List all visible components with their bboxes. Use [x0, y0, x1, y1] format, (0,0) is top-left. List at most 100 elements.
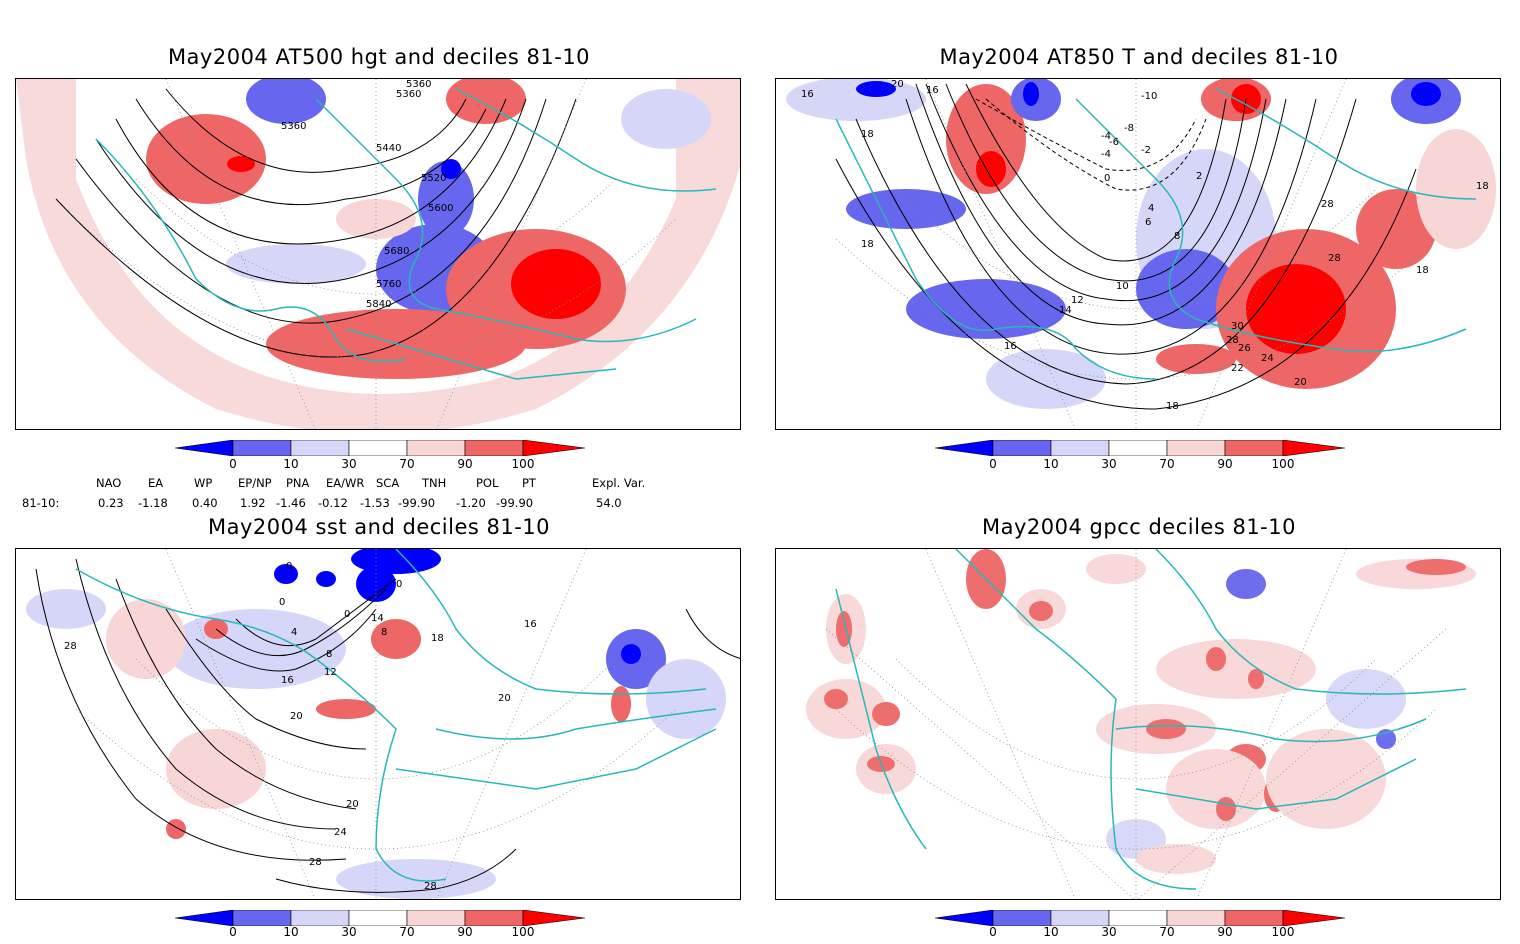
- contour-label: 28: [424, 881, 437, 892]
- contour-label: 26: [1238, 343, 1251, 354]
- index-header-pol: POL: [476, 476, 499, 490]
- index-value-sca: -1.53: [360, 496, 390, 510]
- contour-label: 5680: [384, 246, 409, 257]
- contour-label: 0: [344, 609, 350, 620]
- contour-label: 10: [1116, 281, 1129, 292]
- index-header-pna: PNA: [286, 476, 310, 490]
- contour-label: 5600: [428, 203, 453, 214]
- contour-label: 28: [1226, 335, 1239, 346]
- contour-label: 24: [1261, 353, 1274, 364]
- contour-label: 28: [64, 641, 77, 652]
- contour-label: 5360: [406, 79, 431, 90]
- contour-label: 18: [431, 633, 444, 644]
- contour-label: 5440: [376, 143, 401, 154]
- colorbar-label: 10: [1043, 457, 1059, 471]
- contour-label: 5360: [281, 121, 306, 132]
- map-sst: 0 0 0 0 4 8 12 16 20 20 24 28 28 28 16 2…: [15, 548, 741, 900]
- colorbar-bottom-right-ramp: [934, 909, 1346, 927]
- contour-label: 18: [861, 239, 874, 250]
- index-header-pt: PT: [522, 476, 536, 490]
- contour-label: 18: [1416, 265, 1429, 276]
- contour-label: 14: [1059, 305, 1072, 316]
- index-value-eawr: -0.12: [318, 496, 348, 510]
- colorbar-label: 10: [1043, 925, 1059, 939]
- colorbar-bottom-left: 0 10 30 70 90 100: [174, 909, 586, 944]
- contour-label: 20: [498, 693, 511, 704]
- index-header-wp: WP: [194, 476, 213, 490]
- contour-label: -10: [1141, 91, 1157, 102]
- index-header-expl-var: Expl. Var.: [592, 476, 646, 490]
- contour-label: 5360: [396, 89, 421, 100]
- contour-label: 18: [1166, 401, 1179, 412]
- contour-label: 16: [524, 619, 537, 630]
- colorbar-label: 70: [399, 925, 415, 939]
- contour-label: -4: [1101, 149, 1111, 160]
- contour-label: 5840: [366, 299, 391, 310]
- contour-label: 22: [1231, 363, 1244, 374]
- contour-label: 12: [324, 667, 337, 678]
- index-value-pol: -1.20: [456, 496, 486, 510]
- contour-label: 5760: [376, 279, 401, 290]
- contour-label: 6: [1145, 217, 1151, 228]
- contour-label: -6: [1109, 137, 1119, 148]
- map-gpcc-svg: [776, 549, 1500, 899]
- contour-label: 20: [1294, 377, 1307, 388]
- colorbar-label: 90: [1217, 925, 1233, 939]
- contour-label: 20: [290, 711, 303, 722]
- contour-label: 4: [1148, 203, 1154, 214]
- index-value-nao: 0.23: [98, 496, 124, 510]
- contour-label: 8: [381, 627, 387, 638]
- index-header-eawr: EA/WR: [326, 476, 365, 490]
- colorbar-label: 70: [1159, 457, 1175, 471]
- contour-label: -8: [1124, 123, 1134, 134]
- contour-label: 30: [1231, 321, 1244, 332]
- contour-label: 28: [309, 857, 322, 868]
- contour-label: 20: [346, 799, 359, 810]
- colorbar-label: 0: [989, 925, 997, 939]
- contour-label: 20: [891, 79, 904, 90]
- contour-label: 28: [1328, 253, 1341, 264]
- contour-label: 16: [1004, 341, 1017, 352]
- contour-label: 18: [1476, 181, 1489, 192]
- colorbar-top-right: 0 10 30 70 90 100: [934, 439, 1346, 474]
- contour-label: 8: [326, 649, 332, 660]
- contour-label: 5520: [421, 173, 446, 184]
- colorbar-label: 30: [341, 925, 357, 939]
- index-header-epnp: EP/NP: [238, 476, 272, 490]
- colorbar-label: 30: [1101, 925, 1117, 939]
- index-value-tnh: -99.90: [398, 496, 436, 510]
- index-header-nao: NAO: [96, 476, 122, 490]
- contour-label: 16: [281, 675, 294, 686]
- colorbar-label: 0: [989, 457, 997, 471]
- contour-label: -4: [1101, 131, 1111, 142]
- contour-label: 28: [1321, 199, 1334, 210]
- contour-label: 18: [861, 129, 874, 140]
- colorbar-label: 10: [283, 925, 299, 939]
- contour-label: 0: [286, 561, 292, 572]
- index-value-pna: -1.46: [276, 496, 306, 510]
- contour-label: 16: [926, 85, 939, 96]
- index-header-tnh: TNH: [422, 476, 447, 490]
- colorbar-top-right-ramp: [934, 439, 1346, 457]
- index-header-ea: EA: [148, 476, 164, 490]
- colorbar-label: 0: [229, 457, 237, 471]
- contour-label: 0: [1104, 173, 1110, 184]
- contour-label: 0: [396, 579, 402, 590]
- index-row-label: 81-10:: [22, 496, 60, 510]
- index-value-wp: 0.40: [192, 496, 218, 510]
- index-value-epnp: 1.92: [240, 496, 266, 510]
- colorbar-bottom-left-ramp: [174, 909, 586, 927]
- index-value-ea: -1.18: [138, 496, 168, 510]
- map-gpcc: [775, 548, 1501, 900]
- contour-label: 16: [801, 89, 814, 100]
- colorbar-label: 90: [457, 457, 473, 471]
- colorbar-label: 10: [283, 457, 299, 471]
- colorbar-label: 100: [1271, 925, 1295, 939]
- colorbar-label: 70: [1159, 925, 1175, 939]
- contour-label: 2: [1196, 171, 1202, 182]
- contour-label: 0: [279, 597, 285, 608]
- colorbar-label: 30: [1101, 457, 1117, 471]
- map-at500: 5360 5360 5360 5440 5520 5600 5680 5760 …: [15, 78, 741, 430]
- contour-label: 14: [371, 613, 384, 624]
- map-at850: 20 16 16 18 18 -10 -8 -4 -6 -4 -2 0 2 4 …: [775, 78, 1501, 430]
